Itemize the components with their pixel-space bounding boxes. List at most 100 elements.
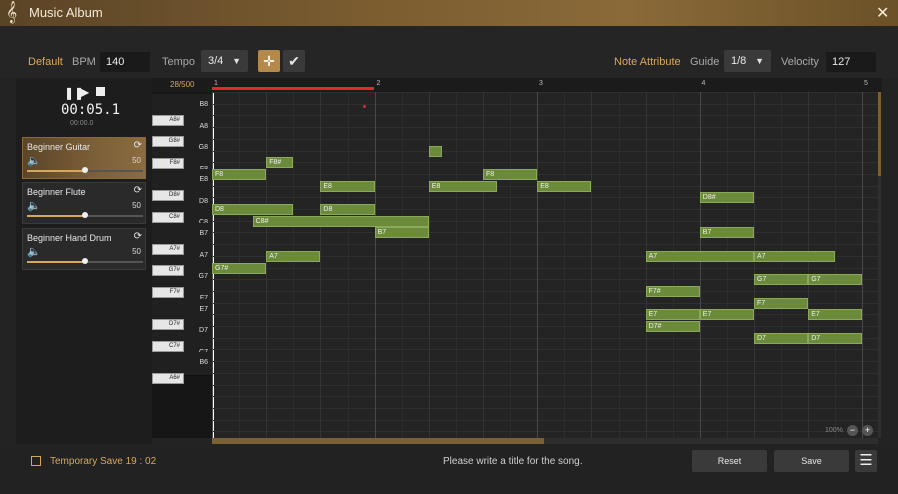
grid-beat-line xyxy=(591,92,593,438)
close-icon[interactable]: ✕ xyxy=(876,5,890,22)
play-icon[interactable]: ▶ xyxy=(80,85,90,99)
key-label: G8 xyxy=(198,144,208,152)
volume-slider-knob[interactable] xyxy=(82,212,88,218)
volume-slider[interactable] xyxy=(27,258,143,264)
note-block[interactable]: C8# xyxy=(252,215,429,227)
black-key[interactable]: F7# xyxy=(152,286,184,298)
note-block[interactable] xyxy=(428,145,443,157)
volume-slider-knob[interactable] xyxy=(82,258,88,264)
note-block[interactable]: E7 xyxy=(808,309,863,321)
note-block[interactable]: E8 xyxy=(320,180,375,192)
volume-icon[interactable]: 🔈 xyxy=(27,155,41,167)
note-block[interactable]: F8 xyxy=(212,168,267,180)
hamburger-menu-icon[interactable]: ☰ xyxy=(855,450,877,472)
black-key[interactable]: G8# xyxy=(152,136,184,148)
grid-row-line xyxy=(212,115,880,117)
note-block[interactable]: B7 xyxy=(699,227,754,239)
note-block[interactable]: E8 xyxy=(537,180,592,192)
grid-row-line xyxy=(212,127,880,129)
refresh-icon[interactable]: ⟳ xyxy=(133,231,142,242)
zoom-in-button[interactable]: + xyxy=(862,425,873,436)
track-item[interactable]: Beginner Guitar ⟳ 🔈 50 xyxy=(22,137,146,179)
black-key[interactable]: A6# xyxy=(152,373,184,385)
song-title-input[interactable]: Please write a title for the song. xyxy=(443,456,583,467)
note-block[interactable]: D8# xyxy=(699,192,754,204)
velocity-input[interactable]: 127 xyxy=(826,52,876,72)
key-label: A8 xyxy=(199,122,208,130)
note-block[interactable]: A7 xyxy=(266,250,321,262)
track-item[interactable]: Beginner Hand Drum ⟳ 🔈 50 xyxy=(22,228,146,270)
black-key[interactable]: A8# xyxy=(152,114,184,126)
note-block[interactable]: D8 xyxy=(212,204,294,215)
black-key[interactable]: C7# xyxy=(152,340,184,352)
black-key[interactable]: G7# xyxy=(152,265,184,277)
default-label[interactable]: Default xyxy=(28,56,63,68)
grid-subbeat-line xyxy=(835,92,837,438)
zoom-out-button[interactable]: − xyxy=(847,425,858,436)
note-block[interactable]: E7 xyxy=(699,309,754,321)
piano-roll-grid[interactable]: F8# F8 F8 E8 E8 E8 D8# D8 D8 C8# B7 B7 A7 A7 A7 G7# G7 G7… xyxy=(212,92,880,438)
vertical-scrollbar[interactable] xyxy=(878,92,881,438)
volume-slider[interactable] xyxy=(27,167,143,173)
note-block[interactable]: D7# xyxy=(645,321,700,332)
grid-subbeat-line xyxy=(672,92,674,438)
black-key[interactable]: D7# xyxy=(152,319,184,331)
note-block[interactable]: G7 xyxy=(808,274,863,286)
move-icon[interactable]: ✛ xyxy=(258,50,280,72)
horizontal-scrollbar[interactable] xyxy=(212,438,878,444)
save-button[interactable]: Save xyxy=(774,450,849,472)
black-key[interactable]: A7# xyxy=(152,243,184,255)
refresh-icon[interactable]: ⟳ xyxy=(133,140,142,151)
stop-icon[interactable] xyxy=(96,87,105,96)
grid-beat-line xyxy=(266,92,268,438)
bottom-bar: Temporary Save 19 : 02 Please write a ti… xyxy=(0,446,898,494)
note-block[interactable]: F7 xyxy=(754,297,809,309)
note-block[interactable]: F8 xyxy=(483,168,538,180)
note-block[interactable]: G7# xyxy=(212,262,267,274)
pause-icon[interactable]: ❚❚ xyxy=(64,86,85,100)
black-key[interactable]: D8# xyxy=(152,190,184,202)
key-label: D8# xyxy=(168,192,180,199)
black-key[interactable]: F8# xyxy=(152,157,184,169)
grid-row-line xyxy=(212,244,880,246)
note-block[interactable]: D7 xyxy=(808,332,863,344)
reset-button[interactable]: Reset xyxy=(692,450,767,472)
loop-range-bar[interactable] xyxy=(212,87,374,90)
tempo-label: Tempo xyxy=(162,56,196,68)
note-block[interactable]: F8# xyxy=(266,157,294,169)
volume-icon[interactable]: 🔈 xyxy=(27,246,41,258)
track-item[interactable]: Beginner Flute ⟳ 🔈 50 xyxy=(22,182,146,224)
vertical-scroll-thumb[interactable] xyxy=(878,92,881,176)
key-label: E7 xyxy=(199,305,208,313)
volume-slider-knob[interactable] xyxy=(82,167,88,173)
note-block[interactable]: E7 xyxy=(645,309,700,321)
note-block[interactable]: A7 xyxy=(754,250,836,262)
guide-select[interactable]: 1/8 ▼ xyxy=(724,50,771,72)
volume-slider[interactable] xyxy=(27,212,143,218)
grid-subbeat-line xyxy=(293,92,295,438)
note-block[interactable]: B7 xyxy=(374,227,429,239)
note-block[interactable]: A7 xyxy=(645,250,754,262)
grid-row-line xyxy=(212,337,880,339)
note-block[interactable]: G7 xyxy=(754,274,809,286)
grid-row-line xyxy=(212,419,880,421)
white-key[interactable]: E7 xyxy=(152,298,212,323)
note-block[interactable]: E8 xyxy=(428,180,497,192)
note-attribute-label[interactable]: Note Attribute xyxy=(614,56,681,68)
tempo-select[interactable]: 3/4 ▼ xyxy=(201,50,248,72)
bpm-input[interactable]: 140 xyxy=(100,52,150,72)
refresh-icon[interactable]: ⟳ xyxy=(133,185,142,196)
white-key[interactable]: E8 xyxy=(152,169,212,194)
grid-row-line xyxy=(212,267,880,269)
bar-number: 5 xyxy=(864,80,868,87)
black-key[interactable]: C8# xyxy=(152,211,184,223)
checkmark-icon[interactable]: ✔ xyxy=(283,50,305,72)
note-block[interactable]: D7 xyxy=(754,332,809,344)
note-block[interactable]: D8 xyxy=(320,204,375,215)
horizontal-scroll-thumb[interactable] xyxy=(212,438,544,444)
grid-row-line xyxy=(212,209,880,210)
track-name: Beginner Hand Drum xyxy=(27,233,112,243)
volume-icon[interactable]: 🔈 xyxy=(27,200,41,212)
note-block[interactable]: F7# xyxy=(645,285,700,297)
grid-row-line xyxy=(212,197,880,199)
